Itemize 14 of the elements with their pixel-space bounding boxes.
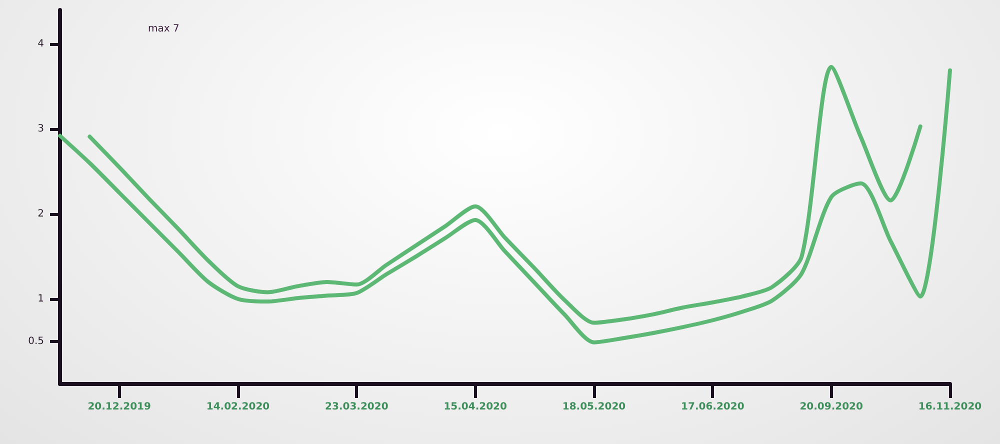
y-tick-label: 3 [38,124,44,134]
y-tick-label: 1 [38,294,44,304]
x-tick-label: 20.12.2019 [88,402,152,412]
x-tick-label: 20.09.2020 [800,402,864,412]
annotation: max 7 [148,24,180,34]
y-tick-label: 2 [38,208,44,220]
y-tick-label: 0.5 [28,336,44,347]
x-tick-label: 15.04.2020 [444,402,508,412]
x-tick-label: 23.03.2020 [325,402,388,412]
x-tick-label: 16.11.2020 [918,402,982,412]
x-tick-label: 18.05.2020 [562,402,626,412]
y-tick-label: 4 [38,38,44,50]
x-tick-label: 17.06.2020 [681,402,744,412]
x-tick-label: 14.02.2020 [206,402,270,412]
